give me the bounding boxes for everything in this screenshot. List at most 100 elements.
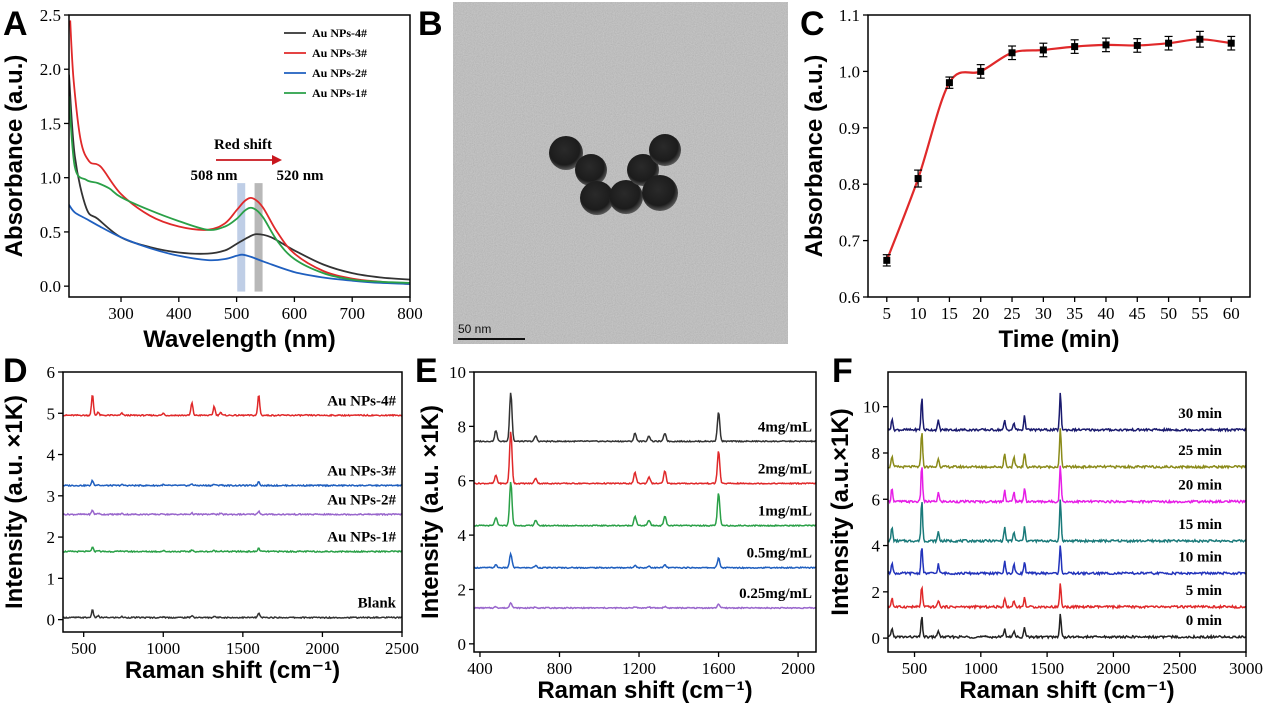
series-line [69,204,410,285]
data-point [977,67,985,75]
panel-label-b: B [418,5,443,43]
y-tick-label: 6 [47,363,56,382]
x-tick-label: 1000 [964,659,998,678]
plot-frame [887,371,1247,653]
y-tick-label: 2 [458,580,467,599]
x-tick-label: 1500 [1030,659,1064,678]
chart-f: 30 min 25 min 20 min 15 min 10 min 5 min 0 min… [827,371,1263,704]
peak-band [254,183,263,292]
data-point [1071,43,1079,51]
tem-texture [453,2,788,344]
x-tick-label: 2500 [385,639,419,658]
x-tick-label: 600 [282,304,308,323]
x-tick-label: 2500 [1163,659,1197,678]
series-line [69,96,410,284]
x-tick-label: 1000 [146,639,180,658]
annotation-right-peak: 520 nm [276,168,324,184]
x-tick-label: 300 [108,304,134,323]
x-tick-label: 5 [883,304,892,323]
data-point [1039,46,1047,54]
y-tick-label: 2.0 [40,60,61,79]
spectrum-label: 5 min [1186,583,1223,599]
spectrum-line [888,545,1246,577]
y-tick-label: 8 [872,444,881,463]
spectrum-label: Au NPs-4# [327,393,396,409]
peak-band [237,183,246,292]
spectrum-line [474,392,816,444]
fit-curve [885,38,1232,261]
y-axis-label: Intensity (a.u.×1K) [827,408,854,615]
spectrum-line [63,546,402,554]
spectrum-label: Au NPs-3# [327,463,396,479]
x-tick-label: 800 [547,659,573,678]
plot-frame [867,14,1251,298]
chart-c: 5 10 15 20 25 30 35 40 45 50 55 60 0.6 0.7 0.8 0.9 1.0 1.… [801,6,1251,353]
spectrum-label: 20 min [1178,478,1222,494]
spectrum-label: Au NPs-2# [327,492,396,508]
spectrum-label: 0.5mg/mL [747,546,812,562]
data-point [883,256,891,264]
red-shift-arrow-head [272,155,282,165]
spectrum-label: 0.25mg/mL [739,586,812,602]
series-line [69,20,410,285]
y-tick-label: 4 [872,537,881,556]
x-tick-label: 1600 [702,659,736,678]
x-tick-label: 50 [1160,304,1177,323]
y-axis-label: Intensity (a.u. ×1K) [1,395,28,609]
y-tick-label: 10 [863,398,880,417]
x-axis-label: Raman shift (cm⁻¹) [959,677,1174,704]
spectrum-label: 4mg/mL [758,419,812,435]
spectrum-label: Blank [358,596,397,612]
x-tick-label: 20 [972,304,989,323]
y-tick-label: 1 [47,569,56,588]
y-tick-label: 8 [458,417,467,436]
y-tick-label: 0 [47,611,56,630]
spectrum-label: 0 min [1186,613,1223,629]
legend-entry: Au NPs-2# [312,66,367,80]
spectrum-line [474,481,816,528]
spectrum-line [63,395,402,418]
x-tick-label: 45 [1129,304,1146,323]
spectrum-label: Au NPs-1# [327,530,396,546]
annotation-left-peak: 508 nm [190,168,238,184]
legend-entry: Au NPs-3# [312,46,367,60]
nanoparticle [575,154,607,186]
spectrum-label: 1mg/mL [758,504,812,520]
annotation-red-shift: Red shift [214,137,272,153]
data-point [945,79,953,87]
spectrum-label: 25 min [1178,443,1222,459]
y-axis-label: Intensity (a.u. ×1K) [417,405,444,619]
panel-label-a: A [3,5,28,43]
spectrum-label: 15 min [1178,517,1222,533]
y-tick-label: 0.9 [839,119,860,138]
data-point [1008,49,1016,57]
y-tick-label: 5 [47,404,56,423]
nanoparticle [580,181,614,215]
series-line [69,74,410,281]
panel-label-f: F [832,352,853,390]
nanoparticle [642,175,678,211]
spectrum-line [63,609,402,620]
y-tick-label: 1.0 [40,169,61,188]
chart-d: Au NPs-4# Au NPs-3# Au NPs-2# Au NPs-1# Blan… [1,363,419,684]
x-tick-label: 35 [1066,304,1083,323]
y-tick-label: 10 [449,363,466,382]
spectrum-line [63,509,402,517]
spectrum-line [888,583,1246,611]
spectrum-line [888,613,1246,640]
y-tick-label: 3 [47,487,56,506]
spectrum-label: 30 min [1178,406,1222,422]
legend-entry: Au NPs-1# [312,86,367,100]
x-tick-label: 500 [224,304,250,323]
y-tick-label: 0.0 [40,277,61,296]
chart-a: 300 400 500 600 700 800 0.0 0.5 1.0 1.5 2.0 2.5 Wave… [1,6,423,353]
x-tick-label: 400 [467,659,493,678]
y-tick-label: 0 [872,629,881,648]
legend-entry: Au NPs-4# [312,26,367,40]
y-tick-label: 4 [47,446,56,465]
x-tick-label: 10 [910,304,927,323]
spectrum-line [888,428,1246,470]
data-point [1196,35,1204,43]
data-point [1227,39,1235,47]
